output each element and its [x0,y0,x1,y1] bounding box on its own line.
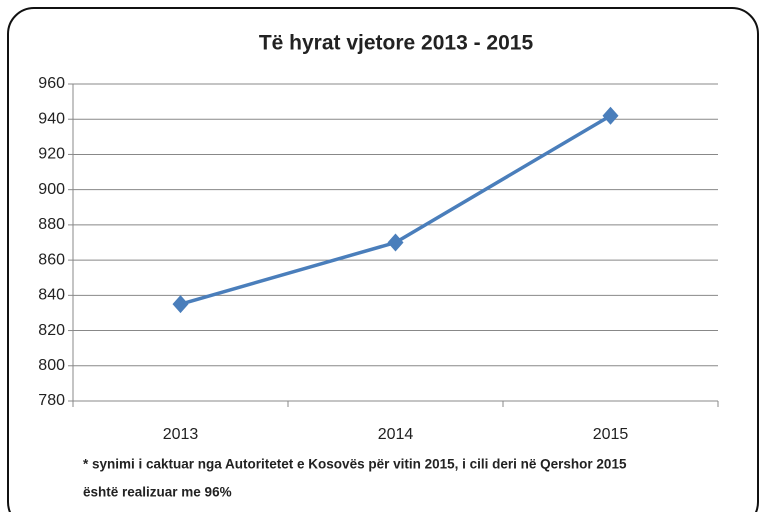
marker [602,106,619,125]
chart-title: Të hyrat vjetore 2013 - 2015 [259,32,534,55]
note: * synimi i caktuar nga Autoritetet e Kos… [83,457,627,472]
y-tick-label: 940 [38,110,65,127]
x-tick-label: 2013 [163,426,199,443]
y-tick-label: 880 [38,216,65,233]
y-tick-label: 840 [38,287,65,304]
y-tick-label: 860 [38,251,65,268]
x-tick-label: 2014 [378,426,414,443]
y-tick-label: 800 [38,357,65,374]
y-tick-label: 780 [38,392,65,409]
y-tick-label: 920 [38,146,65,163]
y-tick-label: 820 [38,322,65,339]
marker [172,295,189,314]
marker [387,233,404,252]
x-tick-label: 2015 [593,426,629,443]
y-tick-label: 900 [38,181,65,198]
y-tick-label: 960 [38,75,65,92]
note: është realizuar me 96% [83,485,232,500]
